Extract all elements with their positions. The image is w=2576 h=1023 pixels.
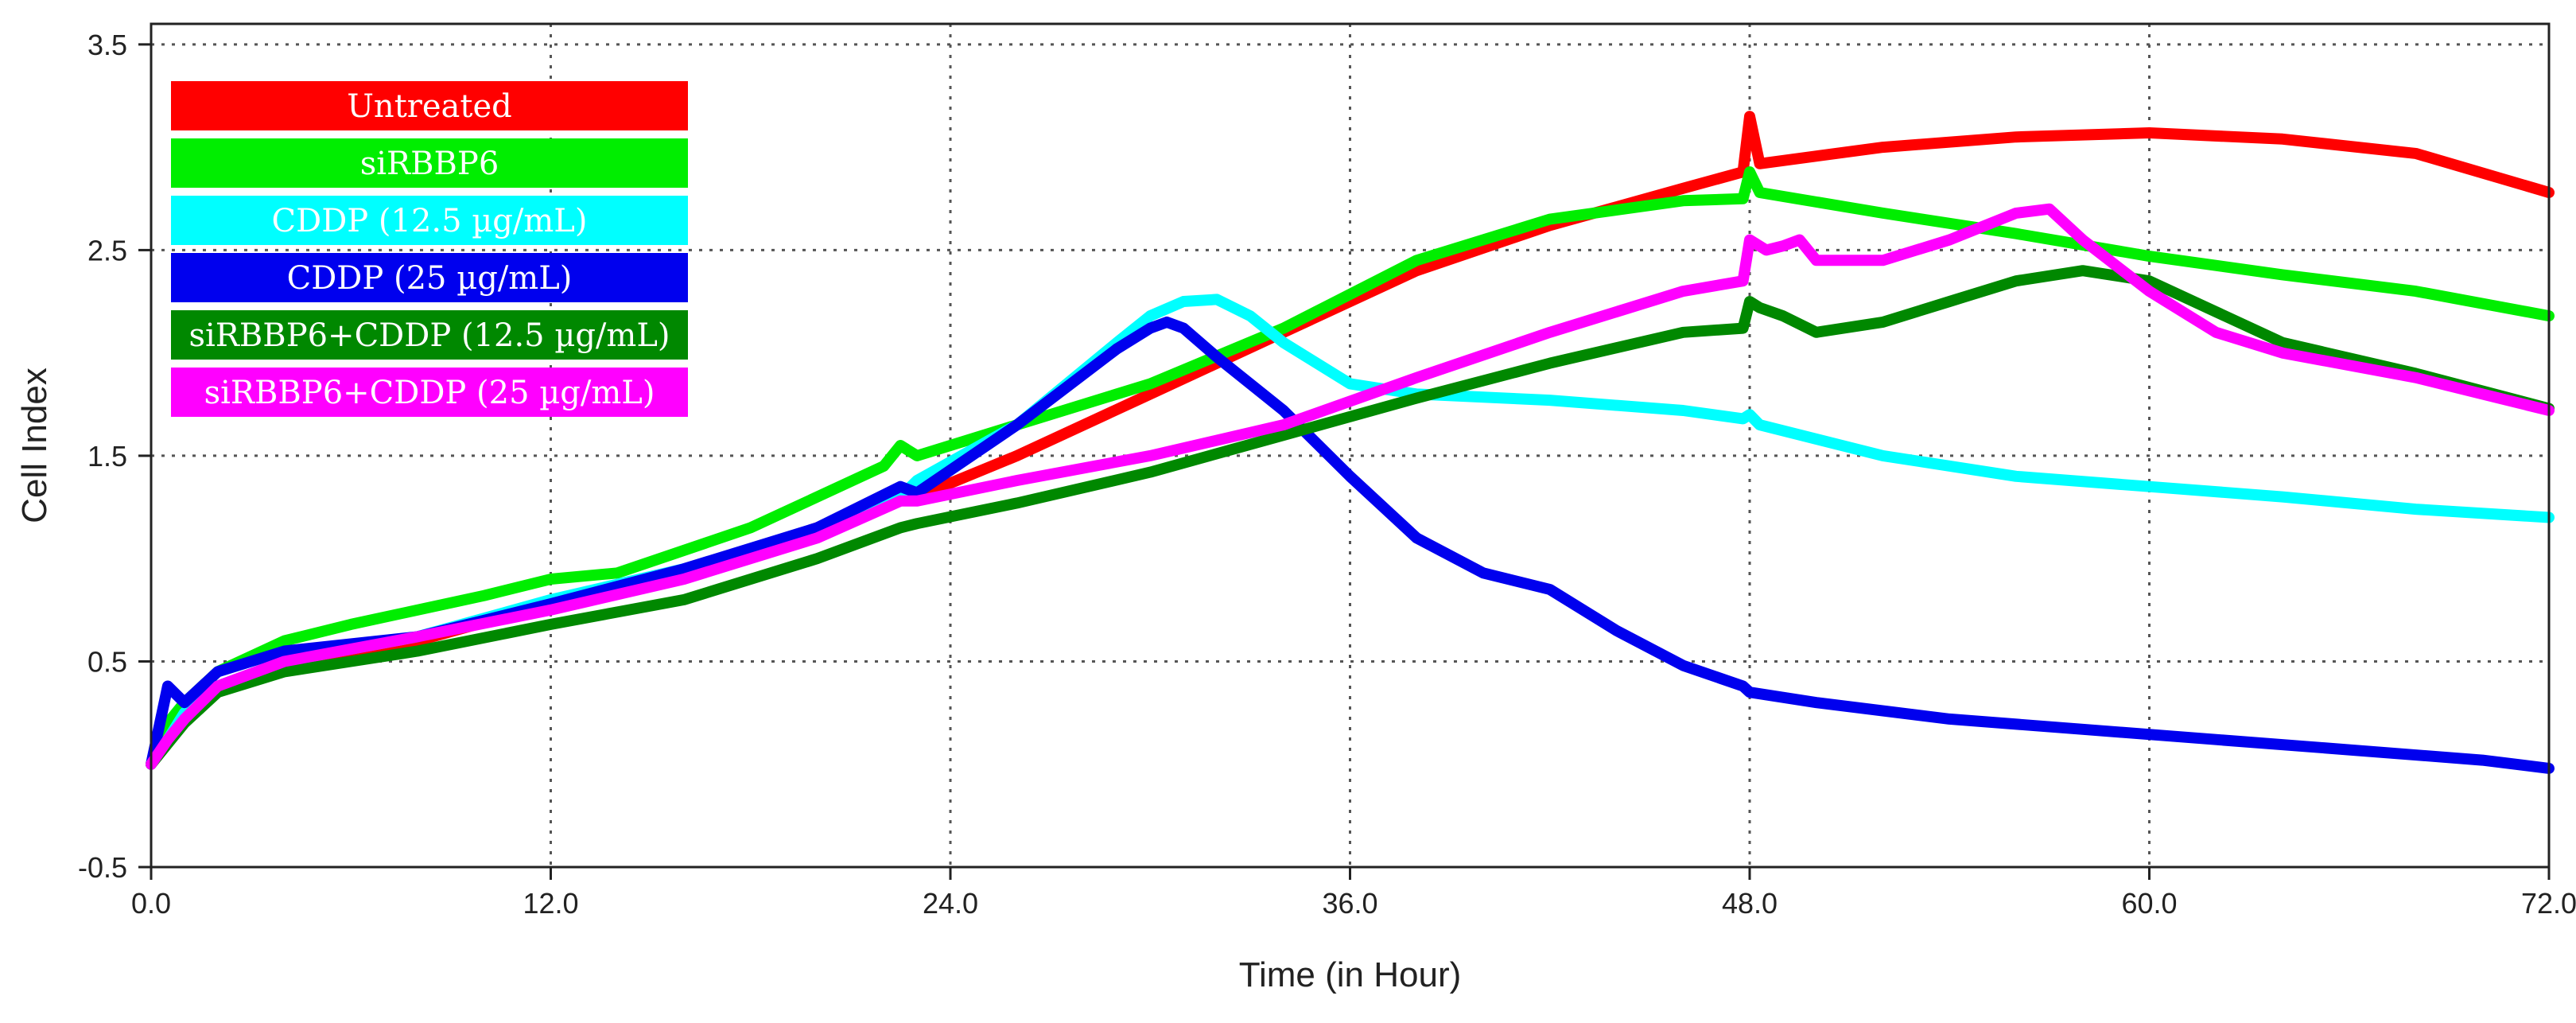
legend-label-sirbbp6-cddp-25-g-ml: siRBBP6+CDDP (25 µg/mL) — [204, 375, 655, 411]
legend-swatch-cddp-25-g-ml — [171, 253, 688, 302]
x-axis-label: Time (in Hour) — [1239, 955, 1462, 994]
series-layer — [146, 111, 2555, 774]
axes: 0.0 12.0 24.0 36.0 48.0 60.0 72.0 -0.5 0.5 1.5 2.5… — [78, 29, 2576, 920]
x-tick-label: 72.0 — [2521, 887, 2576, 920]
legend: Untreated siRBBP6 CDDP (12.5 µg/mL) CDDP (2… — [171, 81, 688, 417]
x-tick-label: 48.0 — [1722, 887, 1778, 920]
y-tick-label: -0.5 — [78, 851, 127, 884]
legend-swatch-sirbbp6-cddp-25-g-ml — [171, 368, 688, 417]
series-line-sirbbp6-cddp-12-5-g-ml — [146, 265, 2555, 770]
legend-swatch-sirbbp6 — [171, 138, 688, 188]
legend-label-cddp-12-5-g-ml: CDDP (12.5 µg/mL) — [272, 203, 588, 239]
legend-label-untreated: Untreated — [347, 88, 512, 125]
x-tick-label: 0.0 — [131, 887, 171, 920]
series-line-sirbbp6 — [146, 166, 2555, 770]
legend-swatch-untreated — [171, 81, 688, 130]
y-tick-label: 3.5 — [87, 29, 127, 61]
x-tick-label: 24.0 — [923, 887, 978, 920]
series-line-sirbbp6-cddp-25-g-ml — [146, 203, 2555, 770]
x-tick-label: 36.0 — [1322, 887, 1377, 920]
y-tick-label: 2.5 — [87, 234, 127, 266]
x-tick-label: 60.0 — [2121, 887, 2177, 920]
legend-label-sirbbp6: siRBBP6 — [360, 146, 499, 182]
legend-swatch-cddp-12-5-g-ml — [171, 196, 688, 245]
y-axis-label: Cell Index — [15, 368, 54, 523]
legend-label-cddp-25-g-ml: CDDP (25 µg/mL) — [287, 260, 573, 297]
x-tick-label: 12.0 — [523, 887, 578, 920]
y-tick-label: 0.5 — [87, 645, 127, 678]
legend-label-sirbbp6-cddp-12-5-g-ml: siRBBP6+CDDP (12.5 µg/mL) — [188, 317, 670, 354]
y-tick-label: 1.5 — [87, 440, 127, 473]
legend-swatch-sirbbp6-cddp-12-5-g-ml — [171, 310, 688, 360]
